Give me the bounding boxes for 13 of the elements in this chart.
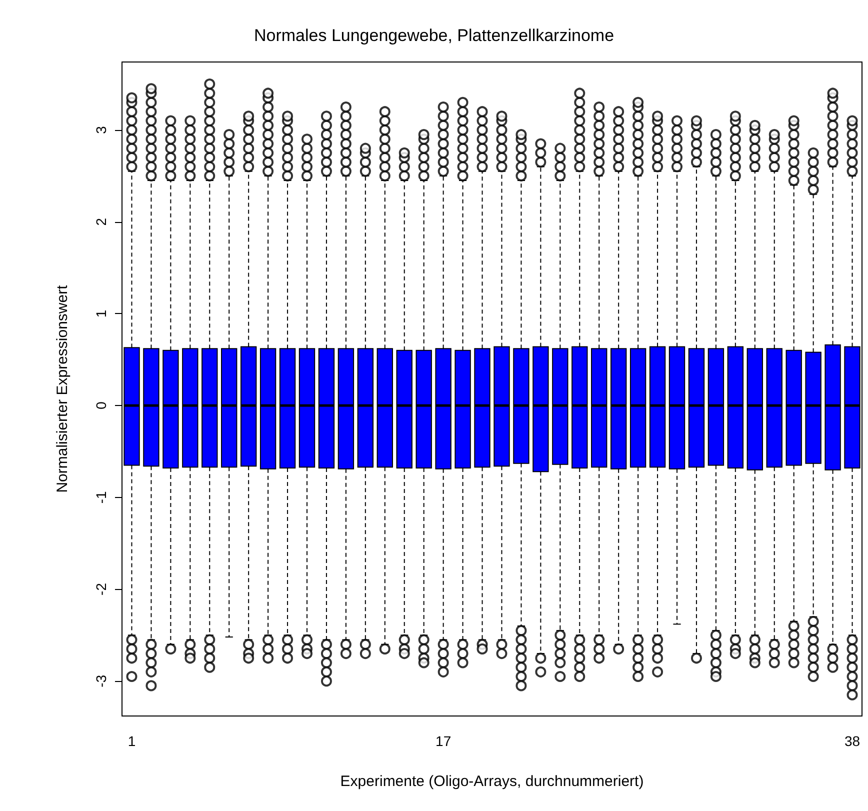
y-axis-title: Normalisierter Expressionswert	[54, 284, 71, 493]
x-axis-title: Experimente (Oligo-Arrays, durchnummeriert)	[340, 773, 644, 790]
y-tick-label: -2	[93, 582, 109, 596]
y-tick-label: 0	[93, 401, 109, 410]
y-tick-label: -3	[93, 674, 109, 688]
x-tick-label: 1	[128, 733, 136, 749]
y-tick-label: 3	[93, 126, 109, 134]
chart-title: Normales Lungengewebe, Plattenzellkarzinome	[254, 26, 614, 45]
y-tick-label: -1	[93, 490, 109, 504]
x-tick-label: 38	[844, 733, 860, 749]
y-tick-label: 1	[93, 310, 109, 318]
x-tick-label: 17	[436, 733, 452, 749]
y-tick-label: 2	[93, 218, 109, 226]
